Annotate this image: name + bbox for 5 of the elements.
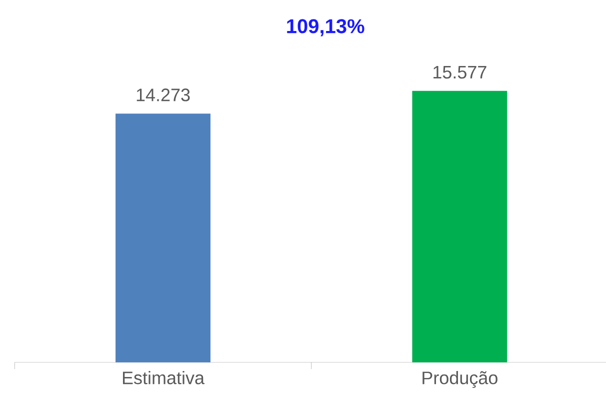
data-label: 15.577 [434,66,486,79]
x-tick-label: Estimativa [122,371,205,384]
chart-title: 109,13% [287,19,364,36]
x-tick-label: Produção [422,371,498,388]
data-label: 14.273 [136,88,190,102]
